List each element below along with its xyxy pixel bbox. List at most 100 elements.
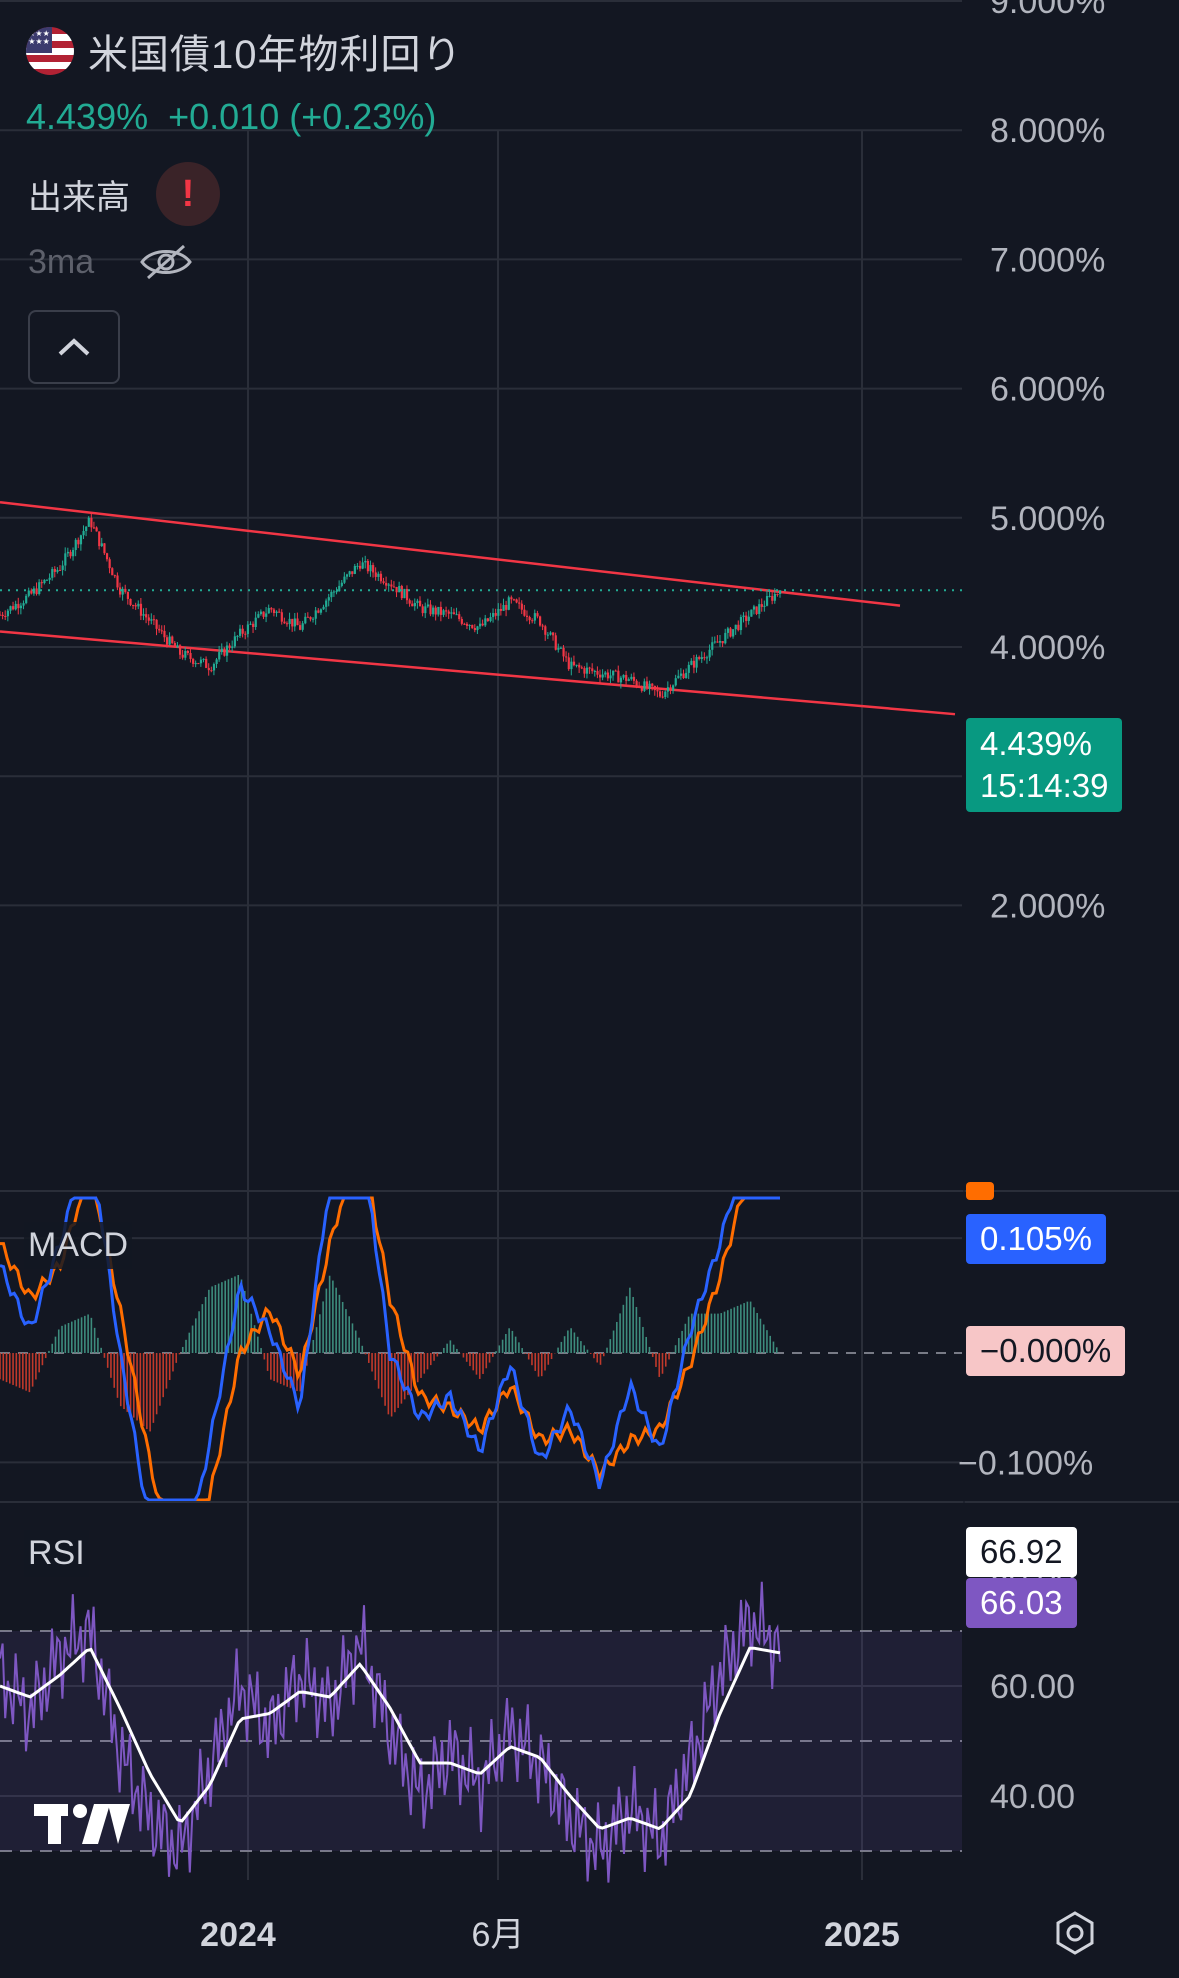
candle-body bbox=[56, 569, 59, 572]
candle-body bbox=[197, 663, 200, 665]
candle-body bbox=[246, 624, 250, 634]
candle-body bbox=[653, 685, 656, 691]
candle-body bbox=[220, 648, 223, 653]
candle-body bbox=[111, 568, 114, 576]
candle-body bbox=[692, 660, 696, 668]
time-label: 2025 bbox=[824, 1916, 900, 1954]
candle-body bbox=[460, 618, 463, 624]
ma-label[interactable]: 3ma bbox=[28, 242, 95, 281]
collapse-legend-button[interactable] bbox=[28, 310, 120, 384]
candle-body bbox=[45, 579, 49, 581]
candle-body bbox=[570, 661, 573, 670]
candle-body bbox=[186, 650, 190, 653]
price-badge-countdown: 15:14:39 bbox=[980, 767, 1109, 804]
candle-body bbox=[585, 667, 589, 674]
candle-body bbox=[364, 560, 367, 563]
macd-lines bbox=[0, 1196, 780, 1502]
candle-body bbox=[64, 553, 67, 566]
candle-body bbox=[533, 613, 536, 621]
candle-body bbox=[207, 667, 210, 671]
rsi-badge: 66.92 bbox=[966, 1527, 1077, 1577]
candle-body bbox=[719, 641, 722, 643]
exclamation-icon[interactable]: ! bbox=[156, 162, 220, 226]
candle-body bbox=[463, 623, 466, 625]
candle-body bbox=[155, 619, 158, 629]
candle-body bbox=[729, 628, 732, 637]
rsi-label[interactable]: RSI bbox=[24, 1530, 89, 1577]
candle-body bbox=[59, 569, 62, 571]
candle-body bbox=[165, 637, 169, 645]
trendline bbox=[0, 501, 901, 607]
settings-icon[interactable] bbox=[1052, 1910, 1098, 1961]
candle-body bbox=[544, 626, 547, 635]
candle-body bbox=[656, 690, 659, 692]
candle-body bbox=[512, 599, 516, 601]
candle-body bbox=[283, 621, 286, 624]
candle-body bbox=[379, 573, 383, 582]
macd-label[interactable]: MACD bbox=[24, 1222, 133, 1269]
candle-body bbox=[299, 625, 302, 630]
candle-body bbox=[405, 588, 409, 601]
rsi-tick-label: 40.00 bbox=[990, 1778, 1075, 1816]
symbol-title[interactable]: 米国債10年物利回り bbox=[88, 33, 463, 77]
candle-body bbox=[635, 680, 638, 686]
eye-off-icon[interactable] bbox=[138, 242, 194, 282]
candle-body bbox=[51, 569, 54, 578]
rsi-ma-badge: 66.03 bbox=[966, 1578, 1077, 1628]
candle-body bbox=[145, 614, 148, 618]
candle-body bbox=[53, 569, 56, 572]
candle-body bbox=[40, 582, 43, 584]
candle-body bbox=[525, 615, 529, 617]
candle-body bbox=[139, 603, 143, 616]
volume-indicator-row[interactable]: 出来高 ! bbox=[28, 162, 220, 226]
candle-body bbox=[695, 657, 698, 668]
candle-body bbox=[366, 560, 370, 572]
candle-body bbox=[265, 613, 268, 617]
rsi-tick-label: 60.00 bbox=[990, 1668, 1075, 1706]
candle-body bbox=[424, 606, 427, 614]
candle-body bbox=[296, 618, 299, 626]
candle-body bbox=[455, 614, 458, 616]
tradingview-logo[interactable] bbox=[32, 1800, 132, 1853]
candle-body bbox=[442, 610, 445, 615]
price-tick-label: 6.000% bbox=[990, 371, 1105, 409]
candles bbox=[0, 513, 962, 700]
candle-body bbox=[593, 670, 596, 672]
chevron-up-icon bbox=[58, 338, 90, 356]
candle-body bbox=[66, 551, 70, 554]
candle-body bbox=[638, 685, 641, 687]
candle-body bbox=[1, 614, 4, 616]
candle-body bbox=[17, 603, 20, 609]
candle-body bbox=[619, 677, 623, 683]
macd-value-badge: 0.105% bbox=[966, 1214, 1106, 1264]
candle-body bbox=[108, 559, 111, 569]
candle-body bbox=[591, 668, 594, 672]
candle-body bbox=[6, 610, 10, 617]
candle-body bbox=[705, 657, 709, 659]
ma-indicator-row[interactable]: 3ma bbox=[28, 242, 194, 282]
quote-row: 4.439% +0.010 (+0.23%) bbox=[26, 96, 436, 138]
candle-body bbox=[411, 603, 414, 607]
candle-body bbox=[429, 604, 432, 615]
candle-body bbox=[632, 676, 636, 681]
candle-body bbox=[312, 618, 315, 620]
candle-body bbox=[330, 591, 333, 598]
candle-body bbox=[552, 632, 555, 636]
candle-body bbox=[72, 549, 75, 557]
candle-body bbox=[19, 605, 23, 609]
candle-body bbox=[199, 659, 203, 664]
symbol-header[interactable]: ★★★ ★★★ 米国債10年物利回り bbox=[26, 22, 463, 80]
candle-body bbox=[445, 610, 448, 612]
candle-body bbox=[74, 539, 77, 550]
candle-body bbox=[278, 611, 281, 613]
candle-body bbox=[340, 582, 343, 586]
trendlines bbox=[0, 501, 956, 716]
volume-label[interactable]: 出来高 bbox=[28, 178, 130, 217]
candle-body bbox=[760, 604, 763, 607]
candle-body bbox=[304, 616, 307, 624]
candle-body bbox=[758, 604, 761, 614]
candle-body bbox=[142, 614, 145, 616]
candle-body bbox=[703, 657, 706, 659]
candle-body bbox=[291, 618, 294, 627]
